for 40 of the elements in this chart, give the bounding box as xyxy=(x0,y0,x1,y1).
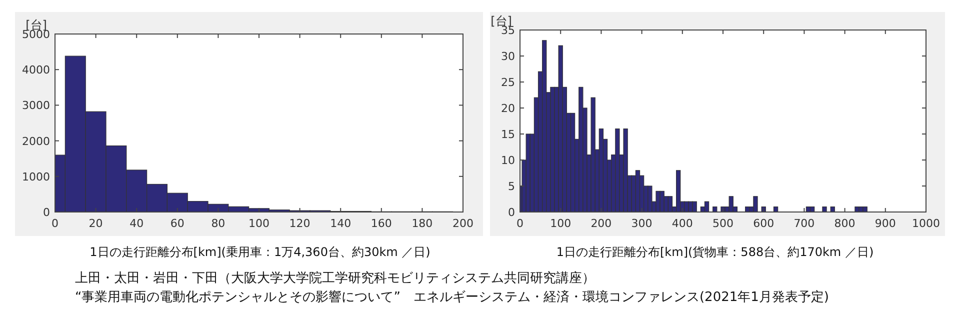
text: “事業用車両の電動化ポテンシャルとその影響について” エネルギーシステム・経済・環境コンファレンス(2021年1月発表予定) xyxy=(75,289,829,305)
x-tick-label: 20 xyxy=(88,217,103,230)
x-tick-label: 400 xyxy=(672,217,693,230)
y-tick-label: 2000 xyxy=(22,134,50,148)
y-tick-label: 0 xyxy=(508,206,515,219)
x-tick-label: 180 xyxy=(412,217,433,230)
x-tick-label: 700 xyxy=(794,217,815,230)
x-tick-label: 0 xyxy=(516,217,524,230)
text: 上田・太田・岩田・下田（大阪大学大学院工学研究科モビリティシステム共同研究講座） xyxy=(75,270,595,286)
y-tick-label: 25 xyxy=(501,76,515,89)
x-tick-label: 900 xyxy=(874,217,896,230)
y-tick-label: 30 xyxy=(501,50,515,63)
x-tick-label: 300 xyxy=(631,217,652,230)
y-tick-label: 20 xyxy=(501,102,515,115)
x-tick-label: 200 xyxy=(590,217,612,230)
x-tick-label: 600 xyxy=(753,217,774,230)
x-tick-label: 500 xyxy=(712,217,734,230)
y-tick-label: 35 xyxy=(501,24,515,37)
x-tick-label: 40 xyxy=(130,217,144,230)
y-tick-label: 5 xyxy=(508,180,515,193)
x-tick-label: 60 xyxy=(170,217,184,230)
x-tick-label: 160 xyxy=(370,217,392,230)
x-tick-label: 0 xyxy=(52,217,58,230)
x-tick-label: 140 xyxy=(330,217,352,230)
x-tick-label: 80 xyxy=(211,217,226,230)
y-tick-label: 3000 xyxy=(22,99,50,112)
y-tick-label: 5000 xyxy=(22,28,50,41)
x-tick-label: 100 xyxy=(248,217,270,230)
y-tick-label: 10 xyxy=(501,154,515,167)
y-tick-label: 4000 xyxy=(22,64,50,77)
x-tick-label: 120 xyxy=(289,217,310,230)
y-tick-label: 0 xyxy=(43,206,50,219)
x-axis-title: 1日の走行距離分布[km](貨物車：588台、約170km ／日) xyxy=(556,245,874,259)
x-tick-label: 200 xyxy=(452,217,474,230)
x-axis-title: 1日の走行距離分布[km](乗用車：1万4,360台、約30km ／日) xyxy=(90,245,430,259)
x-tick-label: 800 xyxy=(834,217,856,230)
x-tick-label: 100 xyxy=(550,217,572,230)
x-tick-label: 1000 xyxy=(912,217,940,230)
y-tick-label: 15 xyxy=(501,128,515,141)
y-tick-label: 1000 xyxy=(22,170,50,184)
